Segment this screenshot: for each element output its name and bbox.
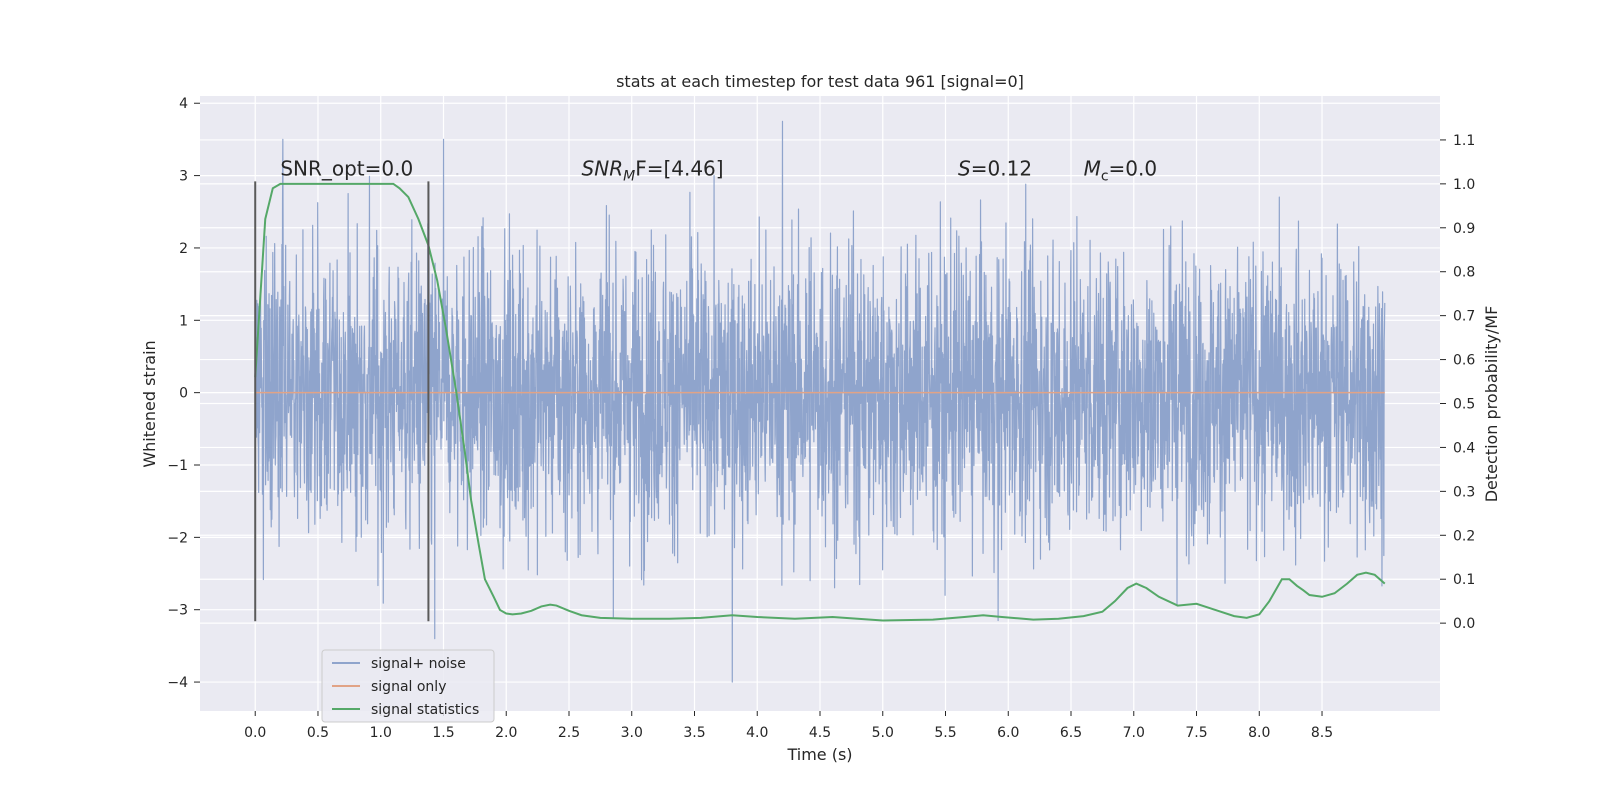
x-axis-ticks: 0.0 0.5 1.0 1.5 2.0 2.5 3.0 3.5 4.0 4.5 5.0 5.5 6.0 6… (244, 711, 1333, 741)
x-tick-label-0: 0.0 (244, 725, 266, 741)
y-tick-label-4: 0 (179, 386, 188, 402)
signal-noise-series (254, 120, 1386, 683)
y2-axis-label: Detection probability/MF (1482, 306, 1501, 503)
y2-tick-label-8: 0.8 (1453, 265, 1475, 281)
annotation-mc-sub: c (1101, 169, 1109, 185)
y-tick-label-1: −3 (167, 603, 188, 619)
y2-tick-label-1: 0.1 (1453, 572, 1475, 588)
y2-tick-label-9: 0.9 (1453, 221, 1475, 237)
x-axis-label: Time (s) (786, 745, 852, 764)
y2-tick-label-4: 0.4 (1453, 440, 1475, 456)
chart-title: stats at each timestep for test data 961… (616, 72, 1024, 91)
x-tick-label-10: 5.0 (872, 725, 894, 741)
annotation-snr-mf-main: SNR (582, 157, 624, 181)
y2-tick-label-2: 0.2 (1453, 528, 1475, 544)
legend-label-noise: signal+ noise (371, 656, 466, 672)
annotation-mc-main: M (1084, 157, 1101, 181)
series-line-1 (254, 182, 1386, 622)
x-tick-label-2: 1.0 (370, 725, 392, 741)
x-tick-label-6: 3.0 (621, 725, 643, 741)
y-tick-label-0: −4 (167, 675, 188, 691)
annotation-s-main: S (958, 157, 971, 181)
y-axis-label: Whitened strain (140, 340, 159, 467)
signal-noise-line (254, 120, 1386, 683)
y2-tick-label-7: 0.7 (1453, 309, 1475, 325)
annotation-snr-mf-tail: F=[4.46] (635, 157, 723, 181)
legend-box (321, 649, 495, 723)
annotation-snr-opt: SNR_opt=0.0 (280, 157, 413, 181)
annotation-snr-mf-sub: M (623, 169, 635, 185)
x-tick-label-8: 4.0 (746, 725, 768, 741)
x-tick-label-5: 2.5 (558, 725, 580, 741)
y2-tick-label-11: 1.1 (1453, 133, 1475, 149)
x-tick-label-3: 1.5 (432, 725, 454, 741)
legend-label-signal-statistics: signal statistics (371, 702, 479, 718)
x-tick-label-13: 6.5 (1060, 725, 1082, 741)
x-tick-label-12: 6.0 (997, 725, 1019, 741)
y-tick-label-6: 2 (179, 241, 188, 257)
vertical-markers (254, 181, 430, 622)
x-tick-label-1: 0.5 (307, 725, 329, 741)
legend: signal+ noise signal only signal statist… (321, 649, 495, 723)
y-tick-label-3: −1 (167, 458, 188, 474)
y-tick-label-5: 1 (179, 313, 188, 329)
y-tick-label-7: 3 (179, 169, 188, 185)
annotation-snr-mf: SNRMF=[4.46] (582, 157, 724, 185)
legend-label-signal-only: signal only (371, 679, 446, 695)
x-tick-label-11: 5.5 (934, 725, 956, 741)
y2-tick-label-0: 0.0 (1453, 616, 1475, 632)
x-tick-label-4: 2.0 (495, 725, 517, 741)
annotation-mc-tail: =0.0 (1109, 157, 1158, 181)
y2-tick-label-5: 0.5 (1453, 397, 1475, 413)
y-tick-label-2: −2 (167, 530, 188, 546)
series-lines (254, 182, 1386, 622)
y-axis-ticks: −4 −3 −2 −1 0 1 2 3 4 (167, 96, 200, 691)
y2-tick-label-3: 0.3 (1453, 484, 1475, 500)
x-tick-label-16: 8.0 (1248, 725, 1270, 741)
y2-tick-label-6: 0.6 (1453, 353, 1475, 369)
annotation-mc: Mc=0.0 (1084, 157, 1158, 185)
y2-tick-label-10: 1.0 (1453, 177, 1475, 193)
y-tick-label-8: 4 (179, 96, 188, 112)
y2-axis-ticks: 0.0 0.1 0.2 0.3 0.4 0.5 0.6 0.7 0.8 0.9 1.0 1.1 (1440, 133, 1475, 632)
x-tick-label-14: 7.0 (1123, 725, 1145, 741)
annotation-s: S=0.12 (958, 157, 1032, 181)
x-tick-label-9: 4.5 (809, 725, 831, 741)
x-tick-label-15: 7.5 (1185, 725, 1207, 741)
annotation-s-tail: =0.12 (971, 157, 1032, 181)
x-tick-label-7: 3.5 (683, 725, 705, 741)
x-tick-label-17: 8.5 (1311, 725, 1333, 741)
